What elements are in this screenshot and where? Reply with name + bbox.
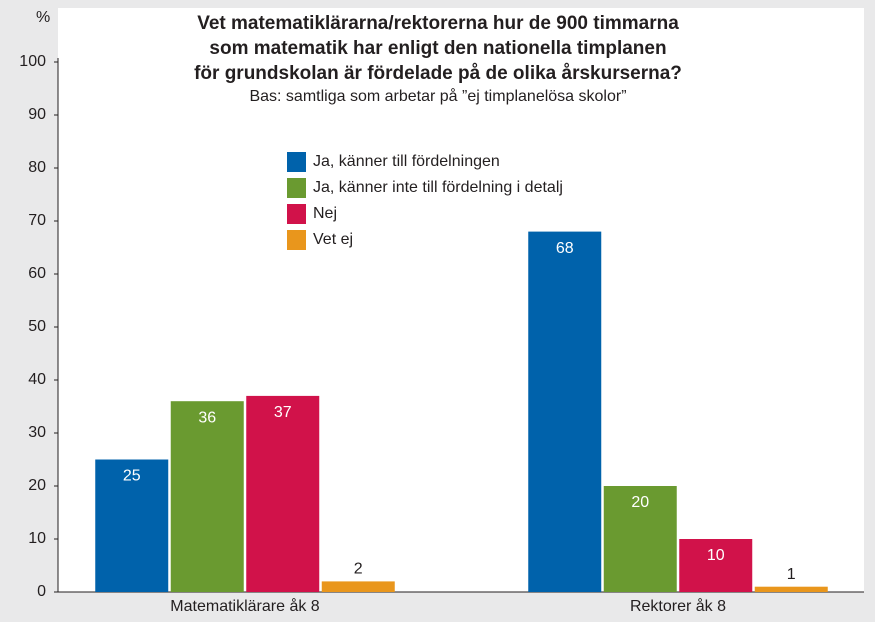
legend-swatch bbox=[287, 230, 306, 250]
y-tick-label: 0 bbox=[37, 583, 46, 600]
legend-label: Vet ej bbox=[313, 231, 353, 248]
chart-title: Vet matematiklärarna/rektorerna hur de 9… bbox=[197, 13, 679, 34]
data-label: 1 bbox=[787, 566, 796, 583]
legend-swatch bbox=[287, 204, 306, 224]
y-tick-label: 60 bbox=[28, 265, 46, 282]
y-tick-label: 70 bbox=[28, 212, 46, 229]
data-label: 36 bbox=[198, 409, 216, 426]
chart-title: för grundskolan är fördelade på de olika… bbox=[194, 63, 682, 84]
y-tick-label: 30 bbox=[28, 424, 46, 441]
legend-label: Ja, känner till fördelningen bbox=[313, 153, 500, 170]
bar bbox=[528, 231, 602, 592]
bar bbox=[246, 395, 320, 592]
bar bbox=[679, 539, 753, 592]
chart-subtitle: Bas: samtliga som arbetar på ”ej timplan… bbox=[249, 87, 626, 105]
data-label: 25 bbox=[123, 468, 141, 485]
data-label: 20 bbox=[631, 494, 649, 511]
y-tick-label: 50 bbox=[28, 318, 46, 335]
legend-swatch bbox=[287, 178, 306, 198]
legend-label: Ja, känner inte till fördelning i detalj bbox=[313, 179, 563, 196]
x-tick-label: Rektorer åk 8 bbox=[630, 597, 726, 615]
data-label: 68 bbox=[556, 240, 574, 257]
data-label: 10 bbox=[707, 547, 725, 564]
x-tick-label: Matematiklärare åk 8 bbox=[170, 597, 319, 615]
y-tick-label: 40 bbox=[28, 371, 46, 388]
bar bbox=[95, 459, 169, 592]
y-tick-label: 90 bbox=[28, 106, 46, 123]
y-tick-label: 20 bbox=[28, 477, 46, 494]
data-label: 2 bbox=[354, 561, 363, 578]
bar bbox=[170, 401, 244, 592]
bar bbox=[754, 586, 828, 592]
chart-title: som matematik har enligt den nationella … bbox=[209, 38, 666, 59]
legend-swatch bbox=[287, 152, 306, 172]
data-label: 37 bbox=[274, 404, 292, 421]
bar bbox=[321, 581, 395, 592]
legend-label: Nej bbox=[313, 205, 337, 222]
y-tick-label: 100 bbox=[19, 53, 46, 70]
bar bbox=[603, 486, 677, 592]
y-axis-label: % bbox=[36, 9, 50, 26]
y-tick-label: 10 bbox=[28, 530, 46, 547]
y-tick-label: 80 bbox=[28, 159, 46, 176]
